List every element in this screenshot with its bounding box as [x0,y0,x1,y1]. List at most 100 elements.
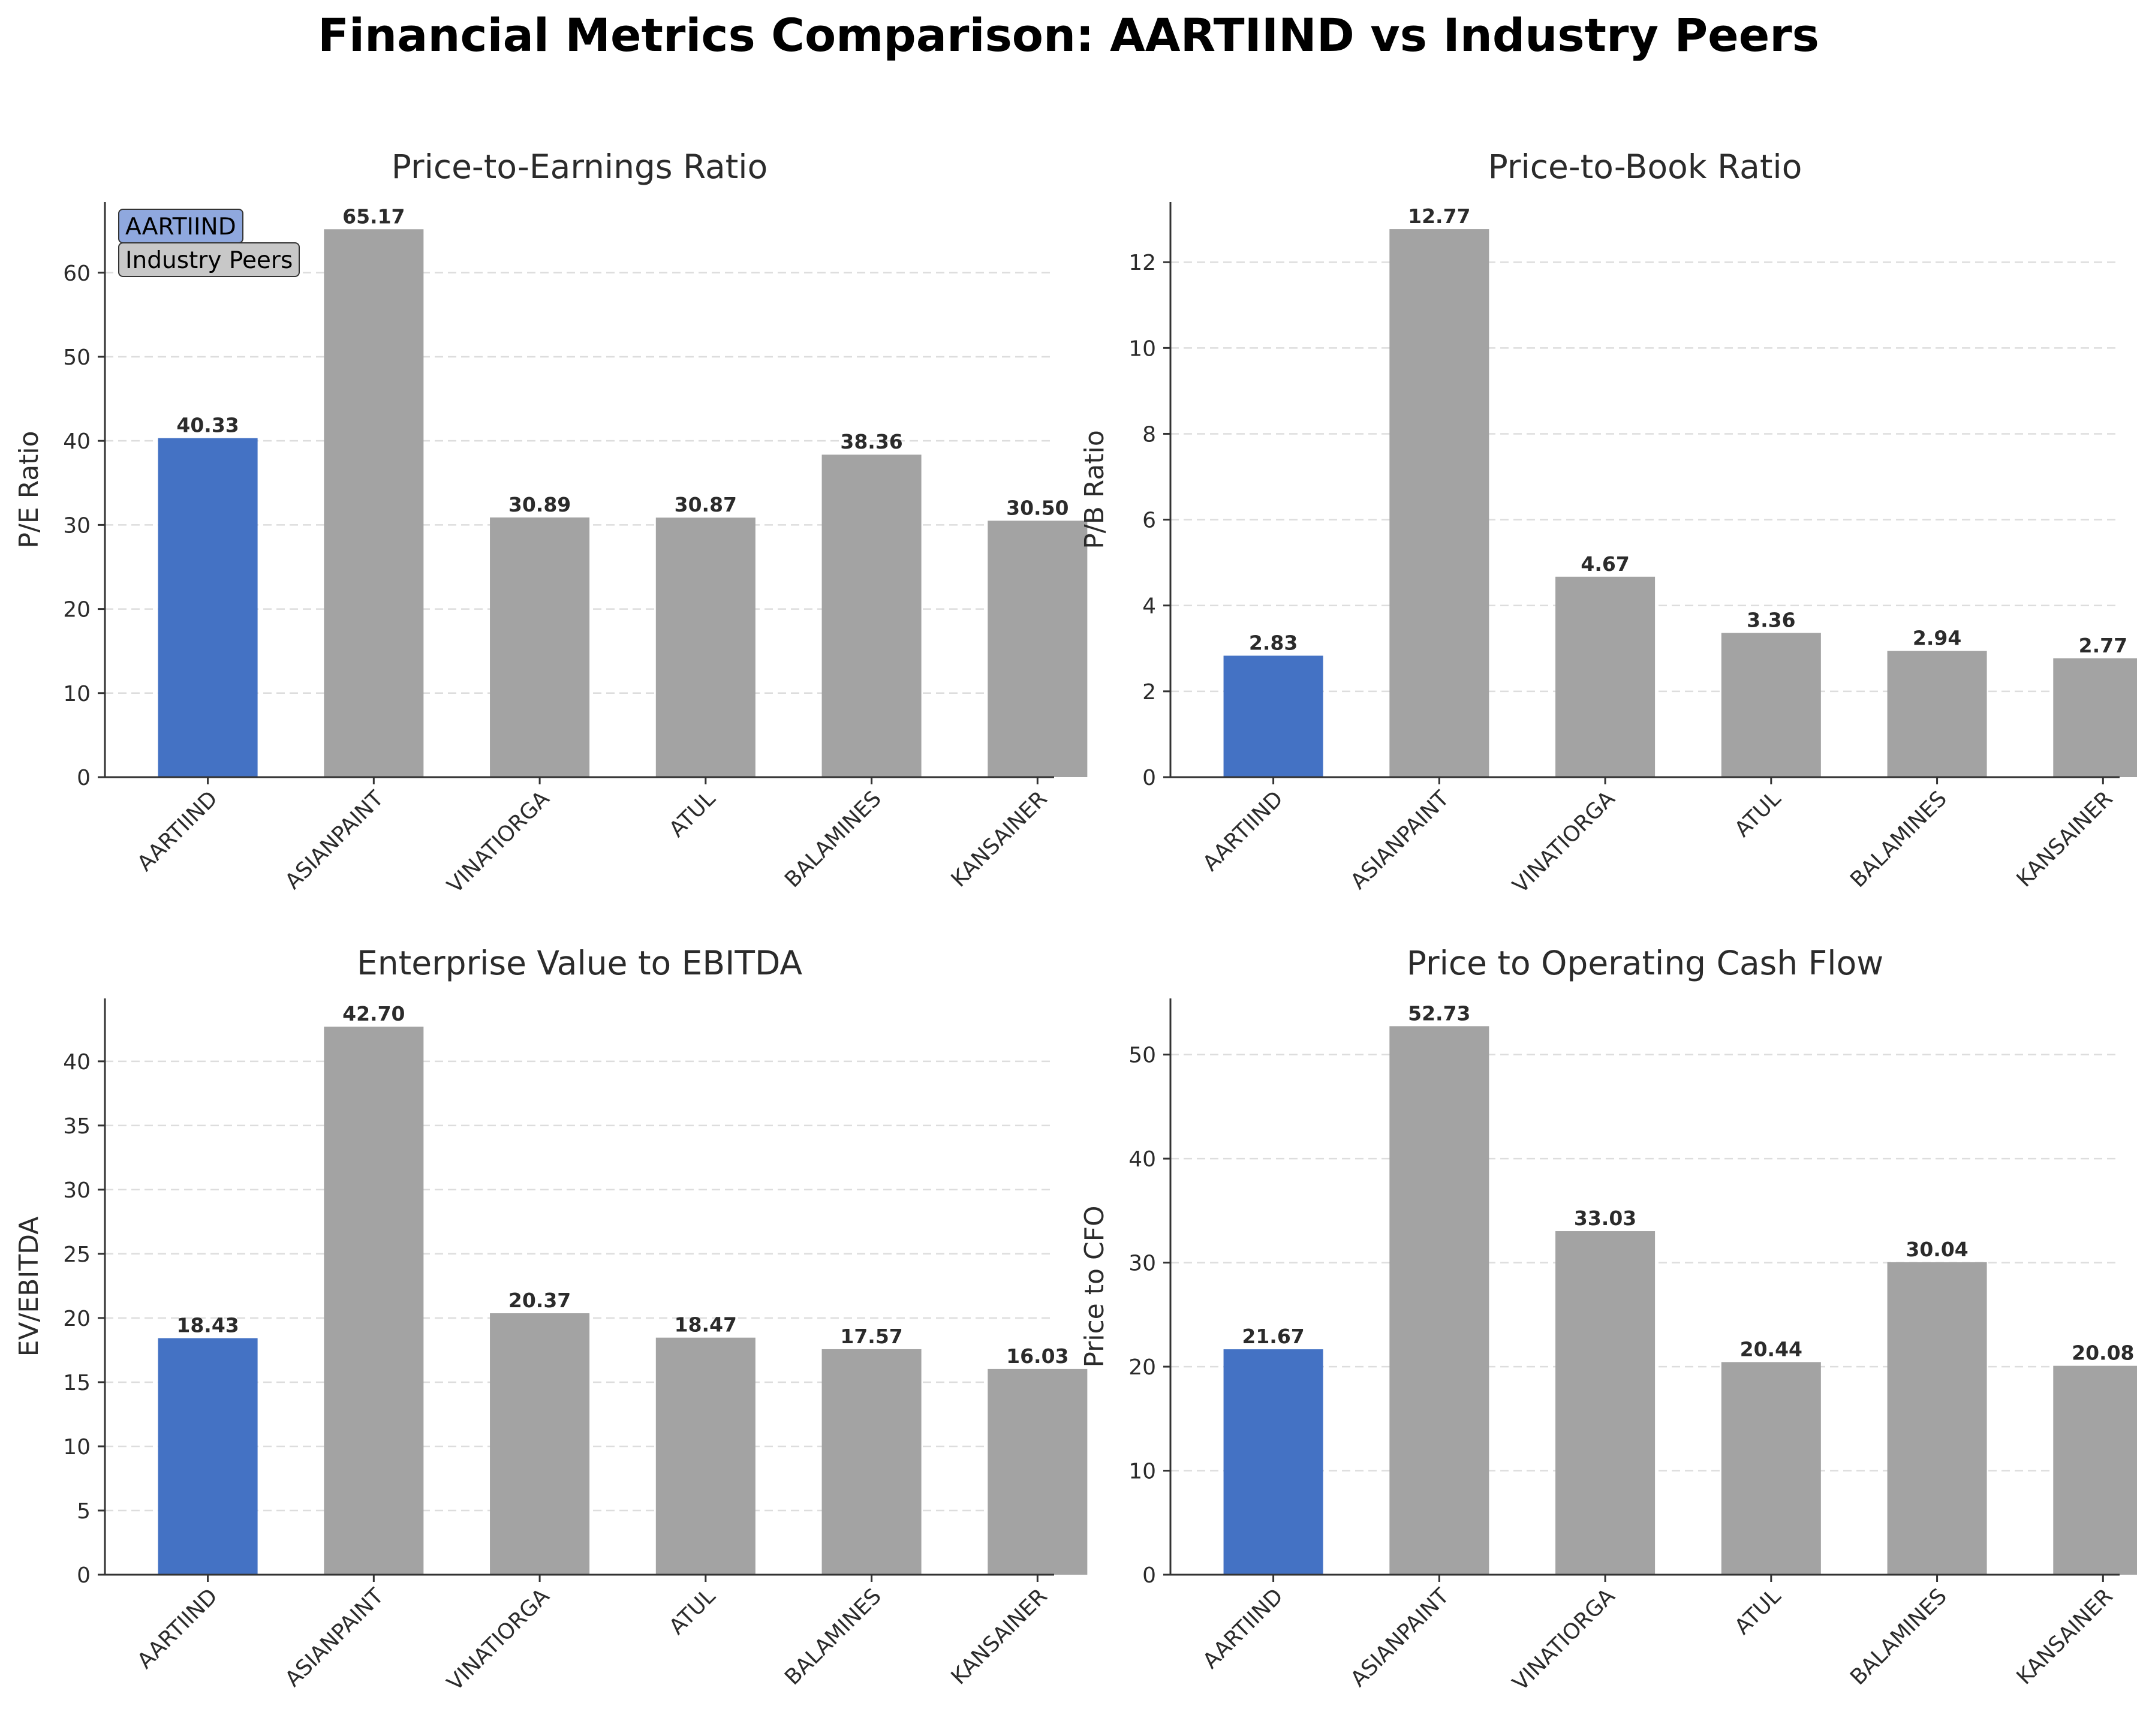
chart-1-x-tick-label: BALAMINES [780,786,886,892]
chart-4-x-tick-label: BALAMINES [1846,1584,1952,1690]
chart-3-data-label: 18.43 [176,1314,239,1337]
chart-4-data-label: 30.04 [1906,1238,1968,1261]
chart-3-y-tick-label: 15 [63,1371,91,1395]
chart-3-y-tick-label: 35 [63,1114,91,1139]
chart-1-bar-kansainer [988,521,1088,777]
chart-2-y-tick-label: 0 [1142,766,1156,790]
chart-3-data-label: 17.57 [840,1325,902,1348]
chart-1-bar-vinatiorga [490,517,590,777]
chart-3-bar-vinatiorga [490,1313,590,1575]
chart-2-x-tick-label: BALAMINES [1846,786,1952,892]
legend-label-industry-peers: Industry Peers [125,247,293,274]
chart-2-bar-vinatiorga [1555,576,1656,777]
chart-1-y-tick-label: 0 [77,766,91,790]
chart-3-y-tick-label: 20 [63,1307,91,1331]
chart-2-y-axis-label: P/B Ratio [1079,430,1110,549]
chart-4-y-tick-label: 0 [1142,1563,1156,1588]
chart-4-x-tick-label: KANSAINER [2012,1584,2118,1689]
chart-4-data-label: 33.03 [1574,1207,1636,1230]
chart-3-y-axis-label: EV/EBITDA [14,1217,44,1357]
chart-2-bar-aartiind [1223,655,1323,777]
chart-3-x-tick-label: AARTIIND [133,1584,222,1674]
chart-2-x-tick-label: ASIANPAINT [1346,786,1454,894]
chart-1-title: Price-to-Earnings Ratio [392,148,767,186]
chart-2-data-label: 3.36 [1747,609,1795,632]
chart-4-bar-asianpaint [1389,1026,1489,1575]
chart-2-bar-atul [1721,633,1821,777]
chart-4-title: Price to Operating Cash Flow [1407,944,1883,982]
figure-title: Financial Metrics Comparison: AARTIIND v… [318,8,1819,62]
chart-2-y-tick-label: 8 [1142,422,1156,447]
chart-2-y-tick-label: 4 [1142,594,1156,619]
chart-3-x-tick-label: ATUL [664,1584,720,1639]
chart-1-y-tick-label: 50 [63,345,91,370]
chart-3-data-label: 18.47 [675,1313,737,1337]
legend-label-aartiind: AARTIIND [125,213,236,240]
chart-3-data-label: 16.03 [1006,1344,1068,1368]
chart-3-bar-asianpaint [324,1027,424,1575]
chart-4-y-tick-label: 10 [1128,1460,1156,1484]
chart-2-x-tick-label: AARTIIND [1198,786,1288,876]
chart-1-y-axis-label: P/E Ratio [14,431,44,548]
chart-4-y-axis-label: Price to CFO [1079,1205,1110,1367]
chart-4-x-tick-label: AARTIIND [1198,1584,1288,1674]
chart-3-bar-aartiind [158,1338,258,1575]
chart-2-x-tick-label: ATUL [1730,786,1786,842]
chart-2-data-label: 2.77 [2079,634,2127,657]
chart-1-x-tick-label: KANSAINER [947,786,1052,892]
chart-3-data-label: 20.37 [508,1289,571,1312]
chart-3-bar-balamines [821,1349,922,1575]
chart-1-data-label: 38.36 [840,430,902,453]
chart-3-y-tick-label: 30 [63,1178,91,1203]
chart-2-bar-balamines [1887,651,1987,777]
chart-1-bar-asianpaint [324,229,424,777]
chart-4-x-tick-label: ATUL [1730,1584,1786,1639]
chart-1-bar-atul [655,518,756,777]
chart-2-title: Price-to-Book Ratio [1488,148,1802,186]
chart-3-bar-atul [655,1337,756,1575]
chart-3-x-tick-label: KANSAINER [947,1584,1052,1689]
chart-1-data-label: 30.87 [675,493,737,516]
chart-1-bar-balamines [821,455,922,777]
chart-3-y-tick-label: 5 [77,1499,91,1524]
chart-2-data-label: 2.83 [1249,631,1298,654]
chart-4-bar-vinatiorga [1555,1231,1656,1575]
chart-2-bar-kansainer [2053,658,2137,777]
chart-2-data-label: 12.77 [1408,204,1470,228]
chart-4-data-label: 21.67 [1242,1325,1304,1348]
chart-2-x-tick-label: VINATIORGA [1508,786,1620,898]
chart-4-y-tick-label: 20 [1128,1355,1156,1380]
chart-2-data-label: 4.67 [1581,552,1629,576]
chart-4-data-label: 20.44 [1740,1337,1802,1361]
chart-3-x-tick-label: BALAMINES [780,1584,886,1690]
chart-1-data-label: 65.17 [342,204,405,228]
chart-3-y-tick-label: 40 [63,1050,91,1075]
chart-3-x-tick-label: VINATIORGA [443,1584,555,1696]
legend-item-aartiind: AARTIIND [118,209,243,243]
chart-4-bar-kansainer [2053,1365,2137,1575]
chart-2-y-tick-label: 2 [1142,680,1156,705]
chart-1-y-tick-label: 60 [63,261,91,286]
chart-1-y-tick-label: 10 [63,682,91,706]
chart-2-y-tick-label: 6 [1142,509,1156,533]
chart-3-bar-kansainer [988,1368,1088,1575]
chart-4-x-tick-label: VINATIORGA [1508,1584,1620,1696]
chart-4-y-tick-label: 30 [1128,1251,1156,1276]
legend-item-industry-peers: Industry Peers [118,242,300,277]
chart-1-data-label: 30.89 [508,493,571,516]
chart-1-y-tick-label: 30 [63,513,91,538]
chart-3-y-tick-label: 10 [63,1435,91,1460]
chart-3-title: Enterprise Value to EBITDA [357,944,802,982]
chart-4-bar-aartiind [1223,1349,1323,1575]
chart-4-y-tick-label: 40 [1128,1147,1156,1172]
chart-1-data-label: 30.50 [1006,496,1068,519]
chart-1-x-tick-label: AARTIIND [133,786,222,876]
chart-1-y-tick-label: 40 [63,429,91,454]
chart-3-data-label: 42.70 [342,1002,405,1025]
chart-2-y-tick-label: 10 [1128,336,1156,361]
chart-4-data-label: 52.73 [1408,1001,1470,1025]
chart-2-x-tick-label: KANSAINER [2012,786,2118,892]
chart-2-data-label: 2.94 [1913,627,1961,650]
chart-2-bar-asianpaint [1389,229,1489,778]
